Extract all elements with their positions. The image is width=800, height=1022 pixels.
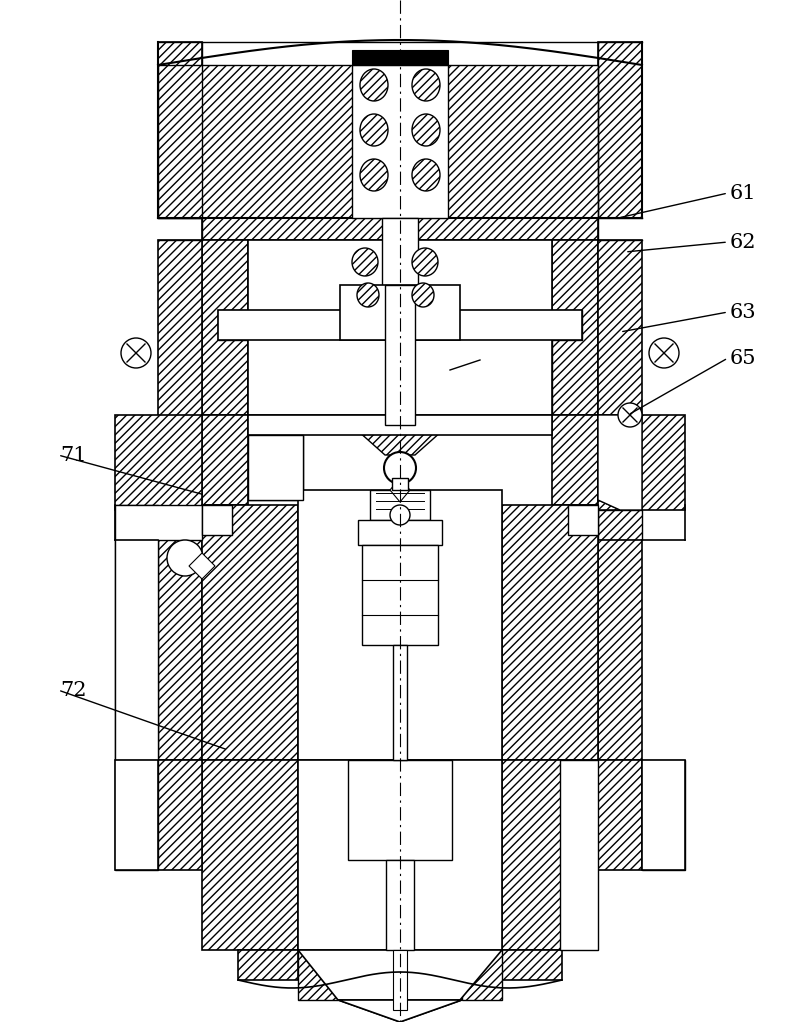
Bar bbox=[218, 310, 582, 340]
Bar bbox=[393, 950, 407, 1010]
Bar bbox=[352, 50, 448, 65]
Polygon shape bbox=[460, 310, 582, 340]
Polygon shape bbox=[158, 760, 202, 870]
Circle shape bbox=[618, 403, 642, 427]
Polygon shape bbox=[158, 42, 202, 218]
Polygon shape bbox=[338, 1000, 400, 1022]
Ellipse shape bbox=[412, 69, 440, 101]
Polygon shape bbox=[115, 760, 158, 870]
Polygon shape bbox=[348, 760, 390, 860]
Polygon shape bbox=[338, 1000, 462, 1022]
Ellipse shape bbox=[360, 114, 388, 146]
Bar bbox=[340, 285, 460, 340]
Bar bbox=[298, 490, 502, 760]
Polygon shape bbox=[502, 950, 562, 980]
Ellipse shape bbox=[412, 114, 440, 146]
Polygon shape bbox=[390, 478, 410, 502]
Polygon shape bbox=[202, 415, 248, 505]
Bar bbox=[358, 520, 442, 545]
Circle shape bbox=[384, 452, 416, 484]
Polygon shape bbox=[158, 240, 202, 510]
Polygon shape bbox=[115, 505, 202, 760]
Polygon shape bbox=[642, 760, 685, 870]
Polygon shape bbox=[598, 540, 642, 760]
Polygon shape bbox=[202, 240, 248, 415]
Bar bbox=[202, 505, 232, 535]
Polygon shape bbox=[298, 950, 338, 1000]
Circle shape bbox=[390, 505, 410, 525]
Text: 63: 63 bbox=[730, 303, 757, 322]
Circle shape bbox=[121, 338, 151, 368]
Bar bbox=[392, 478, 408, 490]
Bar bbox=[385, 285, 415, 425]
Polygon shape bbox=[598, 415, 642, 510]
Text: 65: 65 bbox=[730, 349, 757, 368]
Polygon shape bbox=[202, 218, 598, 240]
Polygon shape bbox=[598, 510, 642, 540]
Polygon shape bbox=[502, 760, 598, 950]
Bar bbox=[298, 760, 502, 950]
Bar bbox=[393, 645, 407, 760]
Polygon shape bbox=[642, 760, 685, 870]
Polygon shape bbox=[502, 505, 598, 760]
Bar bbox=[560, 760, 598, 950]
Ellipse shape bbox=[360, 69, 388, 101]
Text: 72: 72 bbox=[60, 681, 86, 699]
Polygon shape bbox=[298, 950, 502, 1000]
Polygon shape bbox=[218, 310, 340, 340]
Bar bbox=[248, 240, 552, 415]
Polygon shape bbox=[158, 65, 598, 218]
Polygon shape bbox=[238, 950, 298, 980]
Polygon shape bbox=[552, 240, 598, 415]
Bar bbox=[386, 860, 414, 950]
Polygon shape bbox=[158, 540, 202, 760]
Text: 62: 62 bbox=[730, 232, 757, 251]
Polygon shape bbox=[248, 435, 303, 500]
Ellipse shape bbox=[412, 283, 434, 307]
Ellipse shape bbox=[352, 248, 378, 276]
Ellipse shape bbox=[412, 248, 438, 276]
Polygon shape bbox=[202, 760, 298, 950]
Polygon shape bbox=[115, 760, 158, 870]
Bar bbox=[382, 218, 418, 298]
Polygon shape bbox=[340, 415, 460, 455]
Polygon shape bbox=[410, 760, 452, 860]
Polygon shape bbox=[189, 553, 215, 579]
Bar bbox=[348, 760, 452, 860]
Bar bbox=[352, 65, 448, 218]
Bar bbox=[248, 415, 552, 435]
Polygon shape bbox=[248, 340, 385, 415]
Circle shape bbox=[167, 540, 203, 576]
Polygon shape bbox=[598, 760, 642, 870]
Polygon shape bbox=[598, 415, 642, 510]
Circle shape bbox=[649, 338, 679, 368]
Polygon shape bbox=[202, 505, 298, 760]
Polygon shape bbox=[115, 505, 158, 760]
Polygon shape bbox=[552, 415, 598, 505]
Bar bbox=[248, 435, 303, 500]
Ellipse shape bbox=[357, 283, 379, 307]
Polygon shape bbox=[415, 340, 552, 415]
Ellipse shape bbox=[412, 159, 440, 191]
Polygon shape bbox=[202, 505, 232, 535]
Polygon shape bbox=[598, 415, 685, 510]
Bar bbox=[370, 490, 430, 520]
Polygon shape bbox=[158, 510, 202, 540]
Text: 71: 71 bbox=[60, 446, 86, 465]
Bar bbox=[362, 545, 438, 645]
Polygon shape bbox=[115, 415, 202, 510]
Polygon shape bbox=[400, 1000, 462, 1022]
Polygon shape bbox=[598, 240, 642, 510]
Text: 61: 61 bbox=[730, 184, 757, 202]
Polygon shape bbox=[598, 42, 642, 218]
Polygon shape bbox=[385, 285, 415, 310]
Bar bbox=[568, 505, 598, 535]
Ellipse shape bbox=[360, 159, 388, 191]
Polygon shape bbox=[462, 950, 502, 1000]
